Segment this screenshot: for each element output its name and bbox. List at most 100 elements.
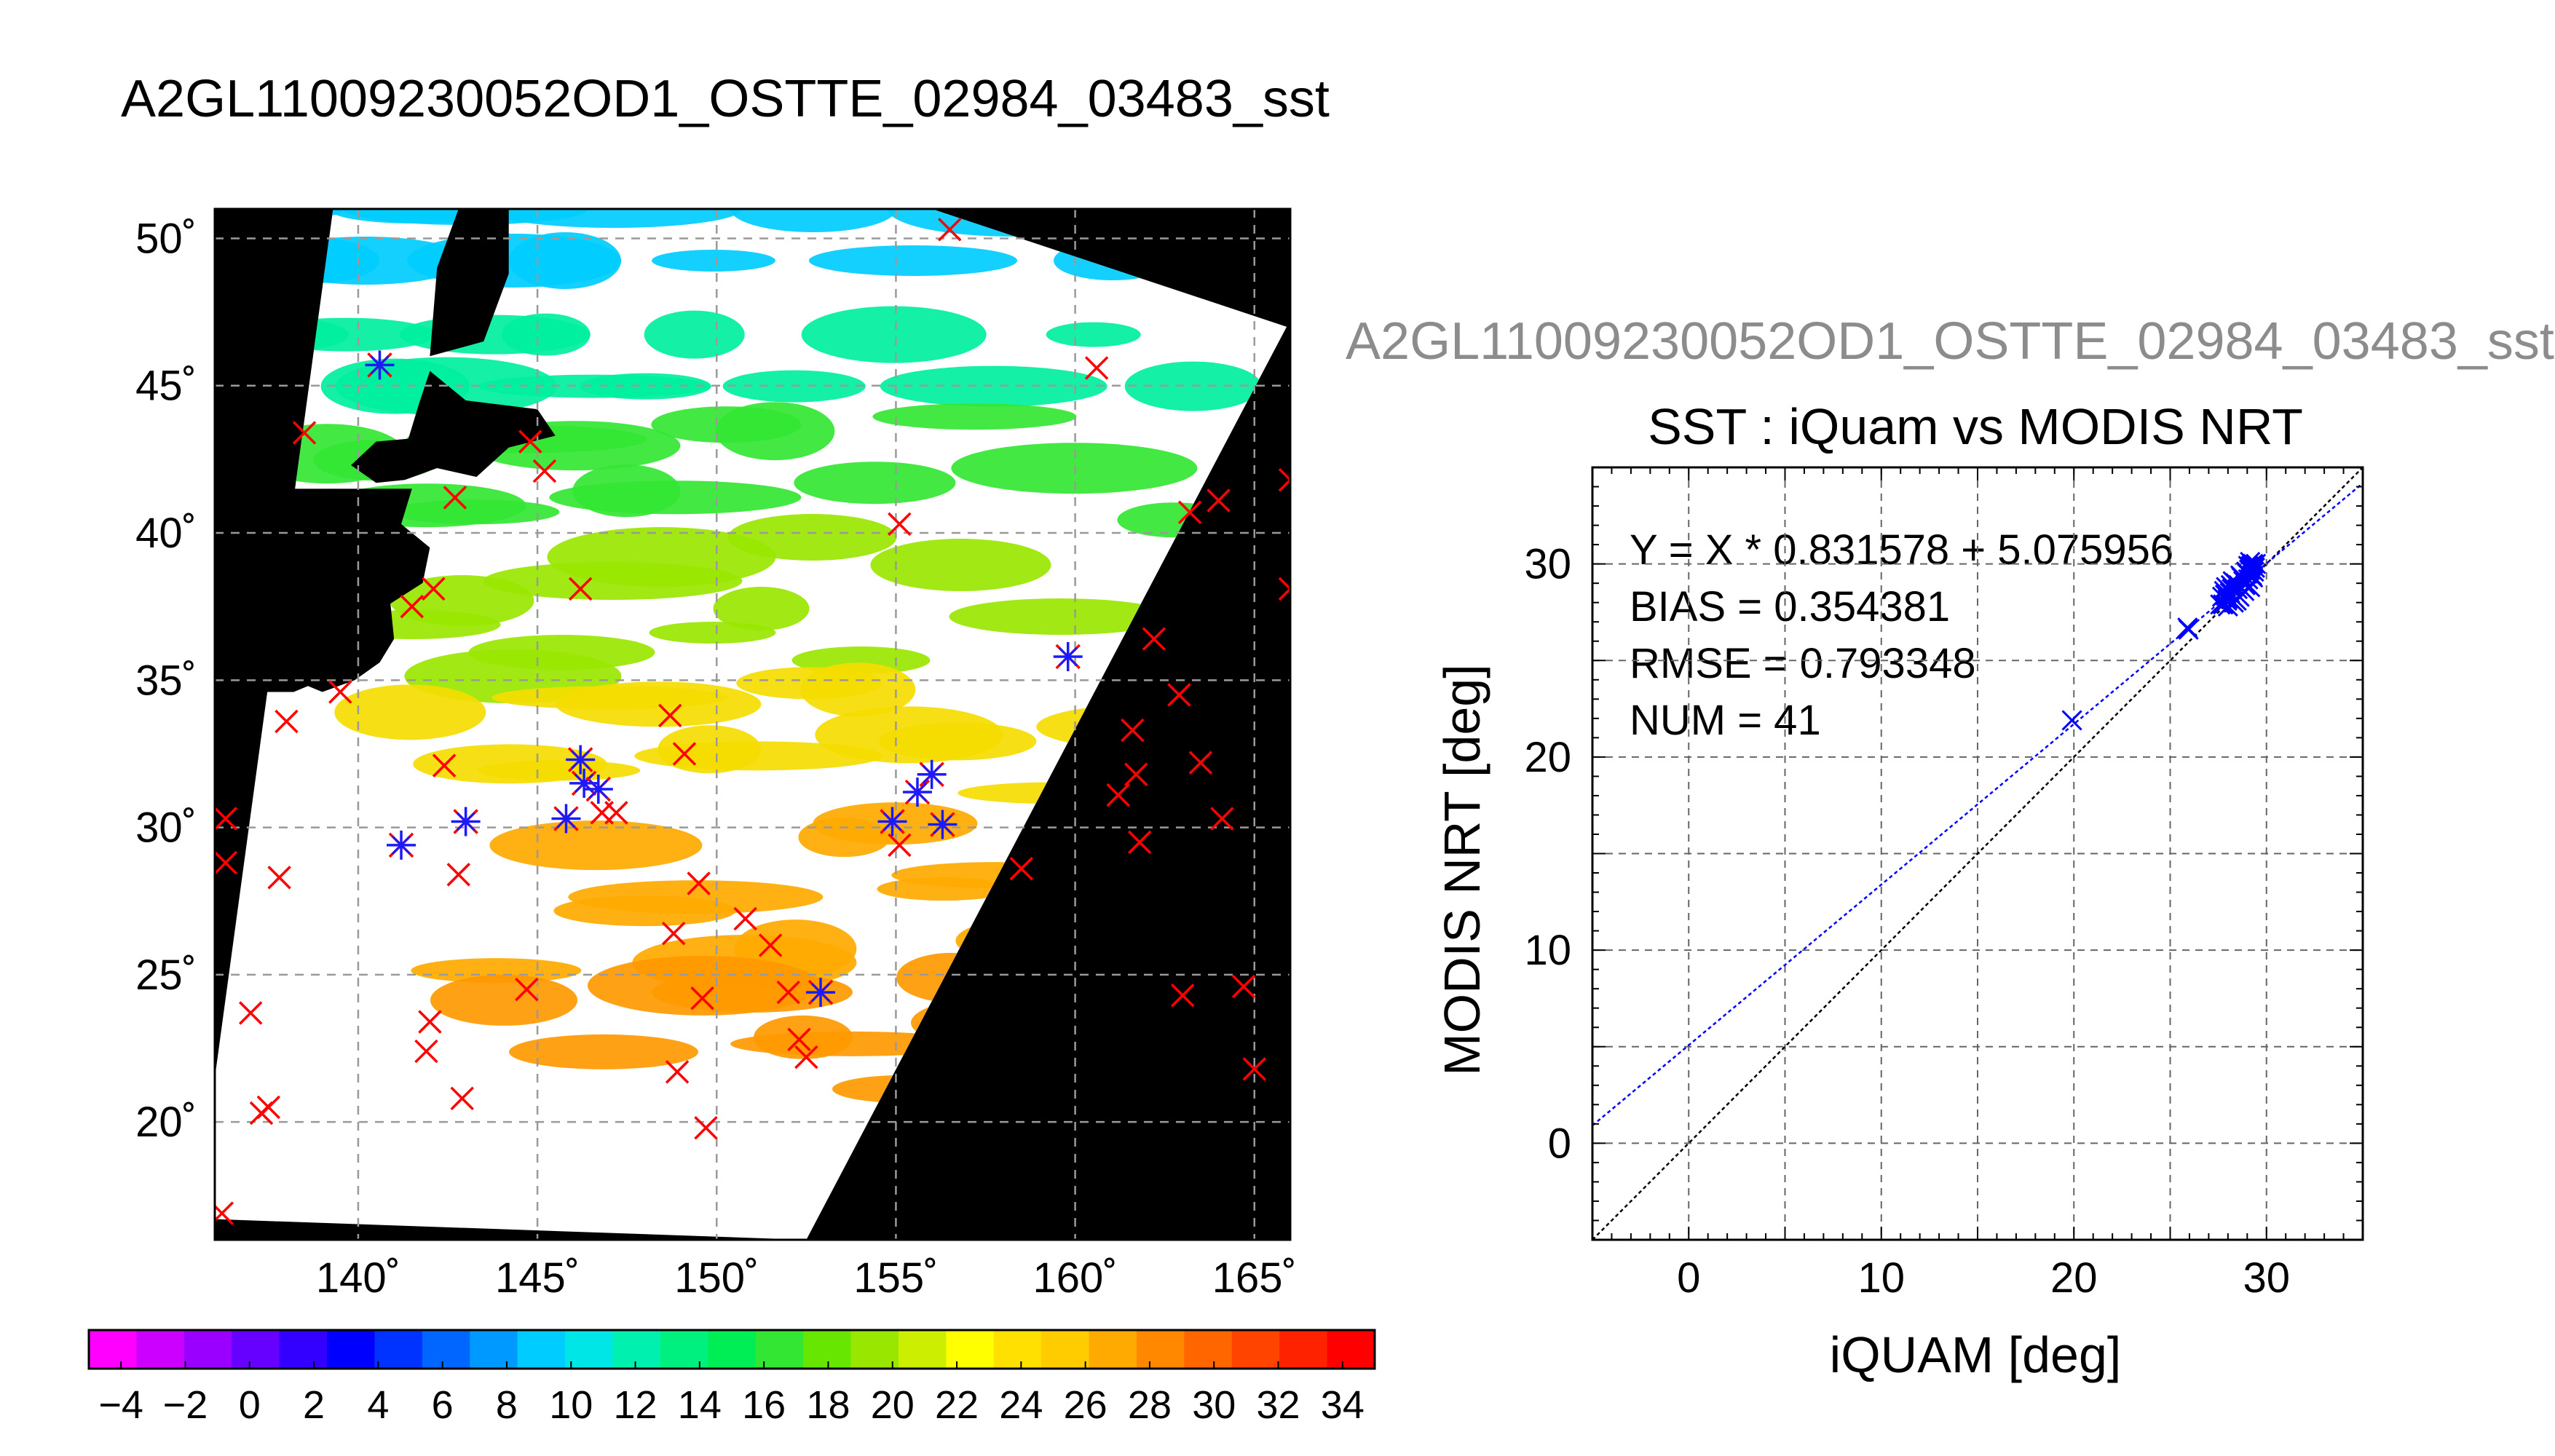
- lat-tick-label: 25˚: [135, 951, 197, 999]
- matchup-x-marker: [787, 1027, 811, 1052]
- scatter-grid: [1592, 467, 2363, 1240]
- colorbar-swatch: [612, 1330, 661, 1369]
- colorbar-swatch: [89, 1330, 138, 1369]
- matchup-x-marker: [328, 680, 352, 704]
- matchup-x-marker: [1127, 830, 1152, 855]
- colorbar-swatch: [1327, 1330, 1375, 1369]
- colorbar-swatch: [1136, 1330, 1185, 1369]
- scatter-title: SST : iQuam vs MODIS NRT: [1648, 398, 2303, 455]
- colorbar-tick-label: 2: [303, 1383, 325, 1427]
- colorbar-tick-label: 12: [614, 1383, 657, 1427]
- colorbar-tick-label: 8: [496, 1383, 518, 1427]
- colorbar-swatch: [1279, 1330, 1328, 1369]
- colorbar-tick-label: 24: [999, 1383, 1043, 1427]
- scatter-subtitle: A2GL11009230052OD1_OSTTE_02984_03483_sst: [1346, 312, 2554, 371]
- annotation-bias: BIAS = 0.354381: [1630, 583, 1950, 630]
- matchup-x-marker: [515, 977, 539, 1002]
- matchup-star-marker: [551, 804, 581, 834]
- y-tick-label: 0: [1548, 1120, 1571, 1167]
- matchup-x-marker: [256, 1095, 281, 1120]
- scatter-point: [2230, 565, 2251, 586]
- matchup-star-marker: [451, 807, 481, 836]
- matchup-x-marker: [568, 577, 593, 601]
- scatter-point: [2238, 555, 2259, 577]
- matchup-x-marker: [443, 486, 467, 510]
- map-grid: [215, 209, 1290, 1240]
- x-axis-label: iQUAM [deg]: [1830, 1326, 2122, 1383]
- matchup-x-marker: [1009, 857, 1033, 881]
- matchup-x-marker: [1121, 718, 1145, 743]
- matchup-x-marker: [758, 933, 783, 957]
- matchup-x-marker: [1207, 488, 1231, 513]
- matchup-x-marker: [665, 1060, 690, 1084]
- matchup-x-marker: [450, 1086, 474, 1111]
- matchup-x-marker: [275, 709, 299, 734]
- lon-tick-label: 165˚: [1212, 1254, 1297, 1302]
- matchup-star-marker: [877, 807, 907, 836]
- matchup-x-marker: [1242, 1057, 1267, 1081]
- matchup-x-marker: [432, 753, 457, 778]
- matchup-x-marker: [1084, 356, 1109, 380]
- colorbar-tick-label: 32: [1257, 1383, 1300, 1427]
- colorbar-swatch: [850, 1330, 899, 1369]
- colorbar-swatch: [1089, 1330, 1137, 1369]
- colorbar-tick-label: 10: [549, 1383, 593, 1427]
- colorbar-swatch: [660, 1330, 708, 1369]
- colorbar-tick-label: 30: [1192, 1383, 1236, 1427]
- colorbar-swatch: [183, 1330, 232, 1369]
- y-tick-label: 30: [1524, 541, 1571, 588]
- x-tick-label: 20: [2050, 1254, 2098, 1302]
- colorbar-swatch: [374, 1330, 423, 1369]
- matchup-x-marker: [267, 866, 291, 890]
- matchup-star-marker: [806, 978, 836, 1008]
- matchup-star-marker: [928, 810, 957, 839]
- landmass: [215, 209, 556, 716]
- matchup-x-marker: [1142, 627, 1166, 651]
- fit-lines: [1592, 467, 2363, 1240]
- lon-tick-label: 160˚: [1033, 1254, 1118, 1302]
- colorbar-swatch: [517, 1330, 566, 1369]
- lon-tick-label: 150˚: [674, 1254, 759, 1302]
- matchup-x-marker: [215, 807, 238, 831]
- colorbar-tick-label: 26: [1064, 1383, 1107, 1427]
- matchup-star-marker: [566, 745, 596, 775]
- colorbar-swatch: [232, 1330, 280, 1369]
- matchup-x-marker: [532, 459, 557, 483]
- matchup-x-marker: [938, 218, 962, 242]
- annotation-num: NUM = 41: [1630, 697, 1821, 744]
- matchup-star-marker: [1053, 641, 1083, 671]
- y-tick-label: 20: [1524, 734, 1571, 781]
- matchup-x-marker: [687, 871, 711, 895]
- matchup-x-marker: [414, 1039, 438, 1064]
- lon-tick-label: 155˚: [853, 1254, 938, 1302]
- scatter-point: [2226, 590, 2247, 612]
- matchup-x-marker: [1171, 983, 1195, 1008]
- hokkaido-land: [351, 371, 556, 483]
- scatter-point: [2246, 553, 2267, 574]
- scatter-point: [2213, 594, 2234, 615]
- regression-line: [1592, 482, 2363, 1126]
- lat-tick-label: 40˚: [135, 510, 197, 557]
- colorbar-tick-label: −2: [163, 1383, 208, 1427]
- colorbar-tick-label: 0: [239, 1383, 261, 1427]
- lat-tick-label: 50˚: [135, 215, 197, 262]
- matchup-x-marker: [422, 577, 446, 601]
- lat-tick-label: 20˚: [135, 1099, 197, 1146]
- matchup-x-marker: [1106, 783, 1130, 807]
- matchup-x-marker: [292, 421, 317, 445]
- matchup-markers: [215, 218, 1290, 1225]
- colorbar-tick-label: 6: [432, 1383, 454, 1427]
- lon-tick-label: 140˚: [316, 1254, 400, 1302]
- colorbar-tick-label: −4: [98, 1383, 143, 1427]
- lat-tick-label: 35˚: [135, 657, 197, 704]
- matchup-x-marker: [1124, 762, 1148, 787]
- colorbar-swatch: [708, 1330, 757, 1369]
- colorbar-swatch: [898, 1330, 947, 1369]
- honshu-land: [215, 488, 430, 716]
- matchup-x-marker: [733, 906, 757, 931]
- colorbar-swatch: [136, 1330, 185, 1369]
- matchup-star-marker: [917, 759, 947, 789]
- colorbar-tick-label: 20: [871, 1383, 915, 1427]
- matchup-x-marker: [658, 703, 682, 728]
